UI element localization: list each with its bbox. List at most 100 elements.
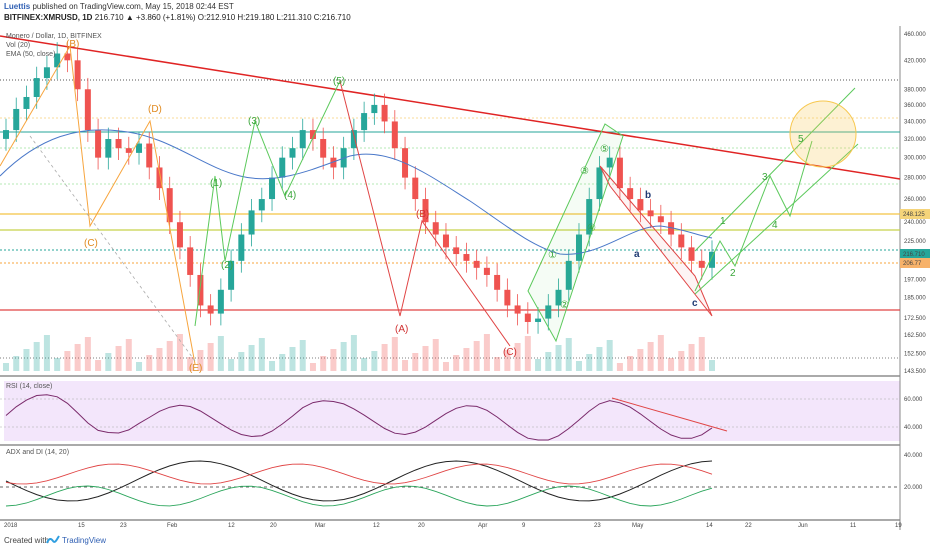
wave-label: (A) xyxy=(395,324,408,335)
volume-bar xyxy=(309,363,316,371)
candle-body xyxy=(156,167,163,189)
time-axis[interactable]: 2018 15 23 Feb 12 20 Mar 12 20 Apr 9 23 May 14 22 Jun 11… xyxy=(4,523,902,529)
wave-label: a xyxy=(634,249,640,260)
candle-body xyxy=(309,130,316,139)
volume-bar xyxy=(207,343,214,371)
candle-body xyxy=(463,254,470,261)
symbol-line: BITFINEX:XMRUSD, 1D 216.710 ▲ +3.860 (+1… xyxy=(4,13,351,22)
adx-label: ADX and DI (14, 20) xyxy=(6,449,69,456)
chart-canvas[interactable]: (B) (D) (C) (E) (5) (3) (1) (4) (2) ③ ⑤ … xyxy=(0,26,932,530)
volume-bar xyxy=(197,350,204,371)
candle-body xyxy=(54,53,61,68)
rsi-axis-label: 40.000 xyxy=(904,425,923,431)
time-axis-label: 23 xyxy=(120,523,127,529)
price-axis-label: 260.000 xyxy=(904,197,926,203)
volume-bar xyxy=(3,363,9,371)
candle-body xyxy=(545,305,552,319)
candle-body xyxy=(535,318,542,322)
price-axis-label: 172.500 xyxy=(904,316,926,322)
publish-info: published on TradingView.com, May 15, 20… xyxy=(32,2,234,11)
volume-bar xyxy=(596,347,603,371)
volume-bar xyxy=(350,335,357,371)
price-axis-label: 320.000 xyxy=(904,137,926,143)
candle-body xyxy=(657,216,664,223)
wave-label: (5) xyxy=(333,76,345,87)
footer: Created with TradingView xyxy=(0,530,932,550)
chart-header: Luettis published on TradingView.com, Ma… xyxy=(0,0,932,26)
candle-body xyxy=(320,138,327,158)
candle-body xyxy=(187,247,194,275)
wave-label: (2) xyxy=(221,260,233,271)
rsi-line xyxy=(5,394,713,441)
rsi-label: RSI (14, close) xyxy=(6,383,52,390)
wave-label: (1) xyxy=(210,178,222,189)
time-axis-label: 23 xyxy=(594,523,601,529)
candle-body xyxy=(166,188,173,223)
volume-bar xyxy=(166,341,173,371)
volume-bar xyxy=(627,356,634,371)
volume-bar xyxy=(299,340,306,371)
volume-bar xyxy=(698,337,705,371)
candle-body xyxy=(146,143,153,168)
candle-body xyxy=(709,251,715,268)
price-axis-label: 225.000 xyxy=(904,239,926,245)
volume-bar xyxy=(709,360,715,371)
volume-bar xyxy=(146,355,153,371)
wave-label: ④ xyxy=(587,223,596,234)
adx-line xyxy=(5,460,713,502)
candle-body xyxy=(616,157,623,189)
volume-bar xyxy=(136,362,143,371)
wave-label: 5 xyxy=(798,134,804,145)
candle-body xyxy=(350,130,357,149)
candle-body xyxy=(33,78,40,97)
candle-body xyxy=(371,104,378,114)
author-name[interactable]: Luettis xyxy=(4,2,31,11)
candle-body xyxy=(238,234,245,261)
rsi-axis: 60.000 40.000 xyxy=(904,397,923,431)
rsi-trendline[interactable] xyxy=(611,397,728,432)
tradingview-logo-icon xyxy=(46,535,60,544)
candle-body xyxy=(228,260,235,290)
di-plus-line xyxy=(5,485,713,507)
candle-body xyxy=(555,289,562,306)
candle-body xyxy=(575,234,582,261)
symbol-label: BITFINEX:XMRUSD, 1D xyxy=(4,13,93,22)
volume-bar xyxy=(575,361,582,371)
candle-body xyxy=(197,274,204,306)
volume-bar xyxy=(616,363,623,371)
candle-body xyxy=(125,148,132,153)
publish-line: Luettis published on TradingView.com, Ma… xyxy=(4,2,234,11)
candle-body xyxy=(504,289,511,306)
vol-label: Vol (20) xyxy=(6,42,30,49)
price-axis-label: 380.000 xyxy=(904,87,926,93)
volume-bar xyxy=(504,350,511,371)
price-axis[interactable]: 460.000 420.000 380.000 360.000 340.000 320.0… xyxy=(904,32,926,375)
target-zone[interactable] xyxy=(789,100,857,168)
candle-body xyxy=(391,121,398,149)
price-axis-label: 300.000 xyxy=(904,156,926,162)
candle-body xyxy=(299,130,306,149)
volume-bar xyxy=(494,357,501,371)
candle-body xyxy=(217,289,224,314)
wave-label: 1 xyxy=(720,216,726,227)
time-axis-label: 2018 xyxy=(4,523,18,529)
time-axis-label: Feb xyxy=(167,523,178,529)
candle-body xyxy=(412,177,419,200)
candle-body xyxy=(74,60,81,90)
candle-body xyxy=(279,157,286,178)
candle-body xyxy=(453,247,460,255)
price-axis-label: 340.000 xyxy=(904,119,926,125)
candle-body xyxy=(637,199,644,211)
candle-body xyxy=(43,67,50,79)
candle-body xyxy=(586,199,593,235)
resistance-trendline[interactable] xyxy=(0,35,901,180)
tradingview-brand[interactable]: TradingView xyxy=(62,536,107,545)
adx-axis: 40.000 20.000 xyxy=(904,453,923,491)
time-axis-label: 12 xyxy=(373,523,380,529)
volume-bar xyxy=(176,334,183,371)
volume-bar xyxy=(463,348,470,371)
candle-body xyxy=(381,104,388,122)
wave-label: (C) xyxy=(503,347,517,358)
volume-bar xyxy=(248,345,255,371)
price-axis-label: 162.500 xyxy=(904,333,926,339)
